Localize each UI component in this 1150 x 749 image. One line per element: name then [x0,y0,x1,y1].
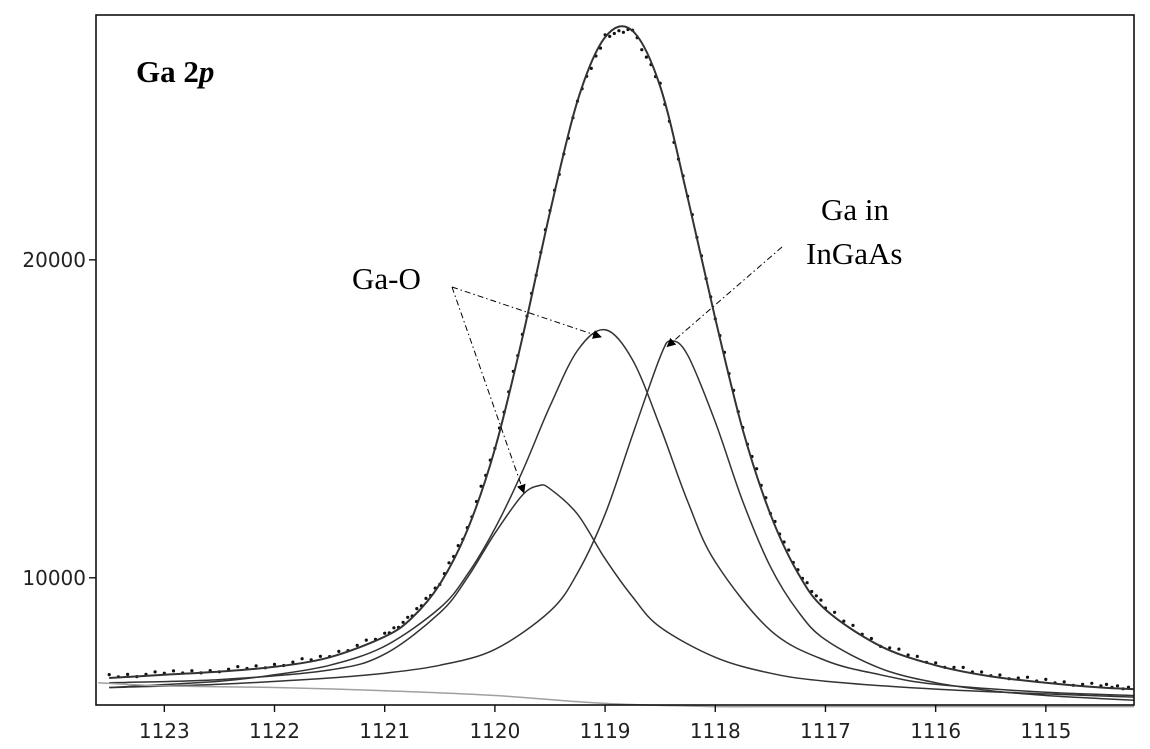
data-point [318,654,322,659]
data-point [406,615,410,619]
data-point [171,669,176,673]
data-point [456,544,460,548]
data-point [644,55,649,59]
x-tick-label: 1121 [359,719,410,743]
x-tick-label: 1119 [580,719,631,743]
data-point [819,598,823,602]
x-tick-label: 1120 [469,719,520,743]
data-point [383,631,387,635]
y-tick-label: 20000 [22,248,86,272]
data-point [190,669,194,673]
data-point [805,581,809,585]
data-point [833,610,837,614]
annotation-arrow [451,286,602,339]
x-tick-label: 1118 [690,719,741,743]
data-point [1104,682,1109,687]
x-tick-label: 1115 [1020,719,1071,743]
data-point [1016,676,1020,680]
data-point [608,34,612,39]
annotation-arrow [666,246,783,348]
data-point [107,673,111,677]
x-tick-label: 1116 [910,719,961,743]
data-point [236,665,240,669]
data-point [952,665,956,670]
y-tick-label: 10000 [22,566,86,590]
annotation-ga-o: Ga-O [352,261,421,296]
panel-label: Ga 2p [136,54,214,89]
data-point [355,643,359,648]
annotation-arrow [451,286,526,494]
data-point [640,48,644,52]
background-curve-5 [98,681,1134,708]
data-point [300,657,304,661]
x-axis-ticks: 1123 1122 1121 1120 1119 1118 1117 1116 1115 [139,705,1071,743]
data-point [1115,684,1120,688]
data-point [980,670,984,674]
data-point [126,672,130,677]
data-point [612,31,616,36]
annotation-ga-ingaas-line2: InGaAs [806,236,902,271]
data-point [1090,681,1094,685]
data-point [424,596,428,601]
data-point [589,66,593,70]
panel-label-suffix: p [196,54,215,89]
data-point [998,673,1002,677]
plot-frame [95,14,1135,706]
data-point [755,467,759,471]
data-point [915,654,919,659]
envelope-curve-1 [109,25,1135,691]
data-point [888,646,892,650]
component-curve-3 [109,328,1135,697]
data-point [153,670,157,674]
data-point [337,649,341,654]
data-point [1025,675,1030,679]
data-point [272,662,277,667]
data-point [479,484,483,488]
data-point [961,665,965,670]
data-point [392,626,396,630]
measured-points [107,27,1131,691]
annotation-ga-ingaas-line1: Ga in [821,192,890,227]
data-point [842,619,846,623]
data-point [364,638,368,642]
data-point [447,561,451,565]
data-point [617,29,621,33]
data-point [787,548,791,552]
annotation-arrows [451,246,783,494]
data-point [814,594,818,598]
data-point [254,664,258,668]
data-point [934,661,938,665]
data-point [851,623,855,628]
x-tick-label: 1117 [800,719,851,743]
x-tick-label: 1122 [249,719,300,743]
component-curve-2 [109,484,1135,698]
data-point [1044,677,1048,682]
data-point [401,620,405,624]
y-axis-ticks: 10000 20000 [22,248,96,590]
data-point [897,647,901,651]
series-layer [98,25,1135,708]
data-point [1062,680,1066,684]
data-point [415,607,419,611]
component-curve-4 [109,340,1135,701]
data-point [621,30,626,34]
data-point [869,636,874,641]
panel-label-prefix: Ga 2 [136,54,199,89]
data-point [291,660,295,664]
x-tick-label: 1123 [139,719,190,743]
